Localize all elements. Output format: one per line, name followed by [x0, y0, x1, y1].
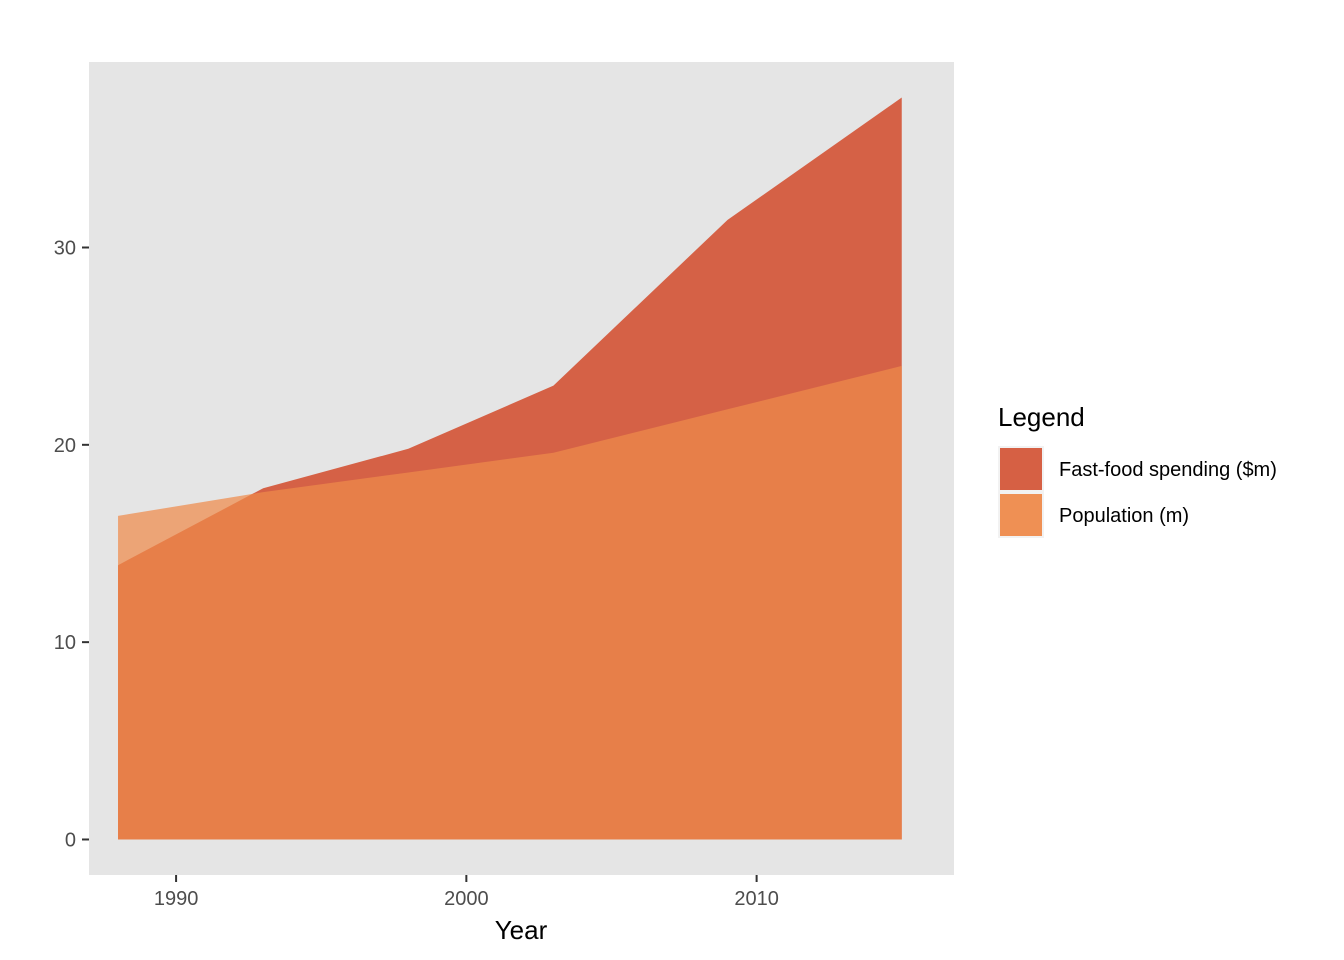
y-tick-label: 0 — [65, 829, 76, 851]
legend: Legend Fast-food spending ($m) Population… — [998, 402, 1277, 538]
legend-label: Fast-food spending ($m) — [1059, 459, 1277, 481]
y-tick-label: 20 — [54, 435, 76, 457]
legend-items: Fast-food spending ($m) Population (m) — [998, 446, 1277, 538]
x-axis: 1990 2000 2010 — [154, 875, 779, 910]
x-tick-label: 2010 — [734, 888, 779, 910]
y-tick-label: 10 — [54, 632, 76, 654]
y-axis: 0 10 20 30 — [54, 237, 89, 851]
legend-swatch — [1000, 448, 1042, 490]
x-tick-label: 2000 — [444, 888, 489, 910]
legend-label: Population (m) — [1059, 505, 1189, 527]
x-axis-title: Year — [495, 915, 548, 945]
legend-swatch — [1000, 494, 1042, 536]
area-series-2 — [118, 365, 902, 840]
area-series-group — [118, 97, 902, 840]
x-tick-label: 1990 — [154, 888, 199, 910]
y-tick-label: 30 — [54, 237, 76, 259]
legend-title: Legend — [998, 402, 1085, 432]
